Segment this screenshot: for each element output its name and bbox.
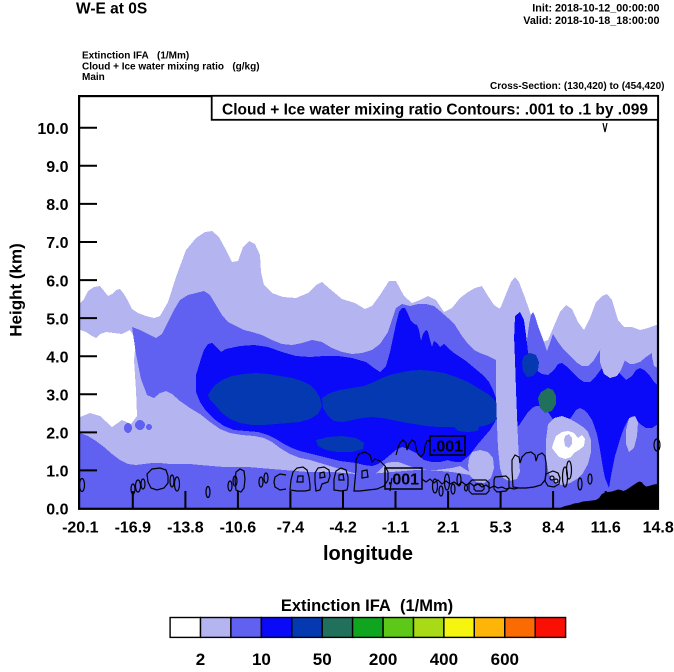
svg-text:400: 400	[430, 650, 458, 667]
svg-text:Main: Main	[82, 72, 105, 83]
svg-text:3.0: 3.0	[46, 388, 68, 405]
svg-text:50: 50	[313, 650, 332, 667]
svg-text:Init: 2018-10-12_00:00:00: Init: 2018-10-12_00:00:00	[532, 3, 659, 15]
svg-text:.001: .001	[432, 439, 463, 456]
svg-text:-20.1: -20.1	[62, 520, 99, 537]
svg-text:5.0: 5.0	[46, 311, 68, 328]
svg-text:0.0: 0.0	[46, 502, 68, 519]
svg-text:4.0: 4.0	[46, 349, 68, 366]
svg-text:9.0: 9.0	[46, 159, 68, 176]
svg-text:-7.4: -7.4	[277, 520, 305, 537]
svg-text:Cloud + Ice water mixing ratio: Cloud + Ice water mixing ratio Contours:…	[222, 102, 648, 119]
svg-text:Extinction IFA (1/Mm): Extinction IFA (1/Mm)	[82, 51, 189, 62]
svg-text:600: 600	[491, 650, 519, 667]
svg-text:8.0: 8.0	[46, 197, 68, 214]
svg-text:-1.1: -1.1	[382, 520, 410, 537]
svg-text:1.0: 1.0	[46, 464, 68, 481]
svg-text:8.4: 8.4	[542, 520, 564, 537]
svg-text:10: 10	[252, 650, 271, 667]
svg-text:5.3: 5.3	[489, 520, 511, 537]
svg-text:2: 2	[196, 650, 205, 667]
svg-text:Extinction IFA (1/Mm): Extinction IFA (1/Mm)	[281, 597, 453, 615]
svg-text:2.0: 2.0	[46, 426, 68, 443]
svg-text:14.8: 14.8	[643, 520, 674, 537]
svg-text:6.0: 6.0	[46, 273, 68, 290]
svg-text:-4.2: -4.2	[329, 520, 357, 537]
svg-text:10.0: 10.0	[37, 121, 68, 138]
svg-text:-13.8: -13.8	[167, 520, 204, 537]
svg-text:2.1: 2.1	[437, 520, 459, 537]
svg-text:Cross-Section: (130,420) to (4: Cross-Section: (130,420) to (454,420)	[490, 81, 665, 92]
svg-text:Height (km): Height (km)	[7, 243, 26, 337]
svg-text:.001: .001	[388, 472, 419, 489]
svg-text:Cloud + Ice water mixing ratio: Cloud + Ice water mixing ratio (g/kg)	[82, 62, 260, 73]
svg-text:-10.6: -10.6	[220, 520, 257, 537]
svg-text:W-E at 0S: W-E at 0S	[76, 1, 147, 18]
svg-text:Valid: 2018-10-18_18:00:00: Valid: 2018-10-18_18:00:00	[523, 15, 659, 27]
svg-text:longitude: longitude	[323, 543, 413, 565]
svg-text:11.6: 11.6	[591, 520, 621, 537]
svg-text:200: 200	[369, 650, 397, 667]
svg-text:7.0: 7.0	[46, 235, 68, 252]
svg-text:-16.9: -16.9	[115, 520, 152, 537]
